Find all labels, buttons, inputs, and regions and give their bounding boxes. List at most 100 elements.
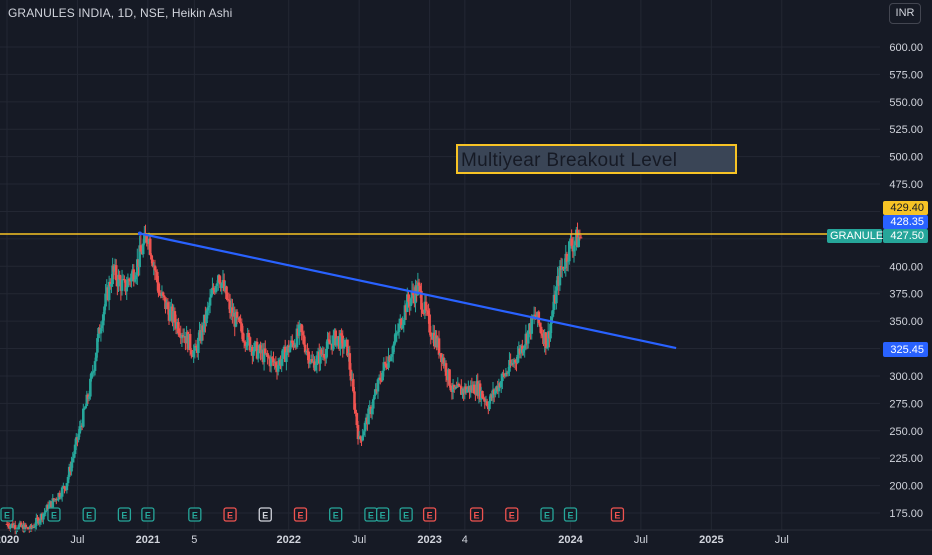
candle-up (110, 284, 113, 287)
trendline[interactable] (139, 232, 677, 350)
candle-up (269, 357, 273, 367)
earnings-marker-box (563, 507, 578, 522)
candle-down (322, 353, 326, 358)
candle-up (205, 310, 208, 324)
candle-up (326, 339, 329, 349)
candle-down (356, 424, 360, 440)
earnings-marker: E (188, 507, 202, 522)
candle-up (103, 306, 106, 315)
last-price-tag-label: 427.50 (890, 230, 924, 242)
candle-down (238, 317, 241, 323)
candle-up (134, 275, 138, 280)
candle-down (444, 363, 448, 376)
time-axis[interactable]: 2020 Jul 2021 5 2022 Jul 2023 4 2024 Jul 2025 Jul (0, 529, 932, 546)
candle-up (555, 286, 558, 304)
candle-up (289, 340, 293, 348)
candle-up (276, 364, 280, 372)
price-axis[interactable]: 600.00575.00550.00525.00500.00475.00450.… (889, 42, 923, 520)
y-tick-label: 575.00 (889, 69, 923, 81)
candle-down (157, 282, 160, 293)
candle-up (285, 352, 288, 362)
earnings-marker-box (223, 507, 237, 522)
candle-up (192, 350, 195, 357)
earnings-marker-box (469, 507, 484, 522)
x-tick-label: 2022 (276, 534, 300, 546)
candle-down (307, 351, 310, 364)
candle-up (33, 525, 37, 528)
candle-up (558, 266, 562, 286)
candle-up (373, 394, 376, 400)
text-annotation[interactable]: Multiyear Breakout Level (456, 144, 737, 174)
candle-up (202, 314, 206, 332)
earnings-marker: E (469, 507, 484, 522)
candle-up (51, 498, 55, 508)
y-tick-label: 550.00 (889, 97, 923, 109)
candle-up (530, 315, 534, 334)
candle-down (514, 360, 517, 363)
candle-down (181, 335, 185, 337)
grid-lines (0, 0, 880, 530)
candle-down (449, 385, 453, 391)
candle-down (481, 391, 484, 399)
x-tick-label: 2025 (699, 534, 723, 546)
candle-down (166, 302, 170, 310)
candle-up (111, 265, 114, 285)
candle-up (9, 525, 12, 529)
candle-up (488, 401, 491, 410)
candle-down (302, 335, 306, 345)
candle-down (36, 517, 39, 519)
candle-down (26, 527, 30, 530)
candle-up (381, 370, 384, 381)
earnings-marker: E (563, 507, 578, 522)
candle-up (298, 324, 301, 336)
earnings-marker-glyph: E (86, 511, 92, 521)
earnings-marker: E (117, 507, 132, 522)
candle-up (74, 437, 78, 445)
candle-up (314, 365, 318, 371)
candle-up (416, 282, 420, 296)
currency-button[interactable]: INR (889, 3, 921, 24)
candle-down (417, 282, 421, 286)
candle-up (343, 340, 347, 347)
candle-up (573, 241, 577, 246)
candle-up (89, 378, 92, 397)
annotation-box[interactable] (456, 144, 737, 174)
earnings-marker-box (399, 507, 413, 522)
candle-up (60, 487, 64, 497)
candle-up (376, 379, 380, 392)
earnings-marker-glyph: E (145, 511, 151, 521)
candle-up (367, 408, 370, 425)
trendline-start-handle[interactable] (137, 231, 142, 236)
earnings-marker-glyph: E (614, 511, 620, 521)
earnings-marker: E (399, 507, 413, 522)
candle-up (281, 349, 285, 359)
candle-down (565, 253, 569, 263)
candle-up (504, 372, 508, 377)
candle-down (328, 340, 332, 345)
candle-down (32, 526, 36, 528)
candle-down (145, 235, 148, 243)
candle-up (104, 293, 107, 307)
candle-up (262, 348, 266, 363)
candle-down (457, 383, 461, 386)
candle-up (396, 332, 400, 334)
candle-up (406, 294, 409, 313)
x-tick-label: Jul (70, 534, 84, 546)
candle-down (118, 274, 121, 280)
candle-down (562, 266, 565, 270)
candle-up (200, 325, 204, 341)
y-tick-label: 350.00 (889, 316, 923, 328)
candle-up (141, 243, 145, 255)
candle-down (349, 369, 353, 381)
candle-down (533, 314, 537, 316)
candle-up (295, 328, 299, 348)
candle-up (288, 347, 292, 353)
candle-up (572, 245, 576, 252)
candle-down (437, 338, 441, 355)
candle-down (472, 384, 476, 394)
candle-up (17, 525, 21, 530)
candle-up (120, 279, 124, 291)
